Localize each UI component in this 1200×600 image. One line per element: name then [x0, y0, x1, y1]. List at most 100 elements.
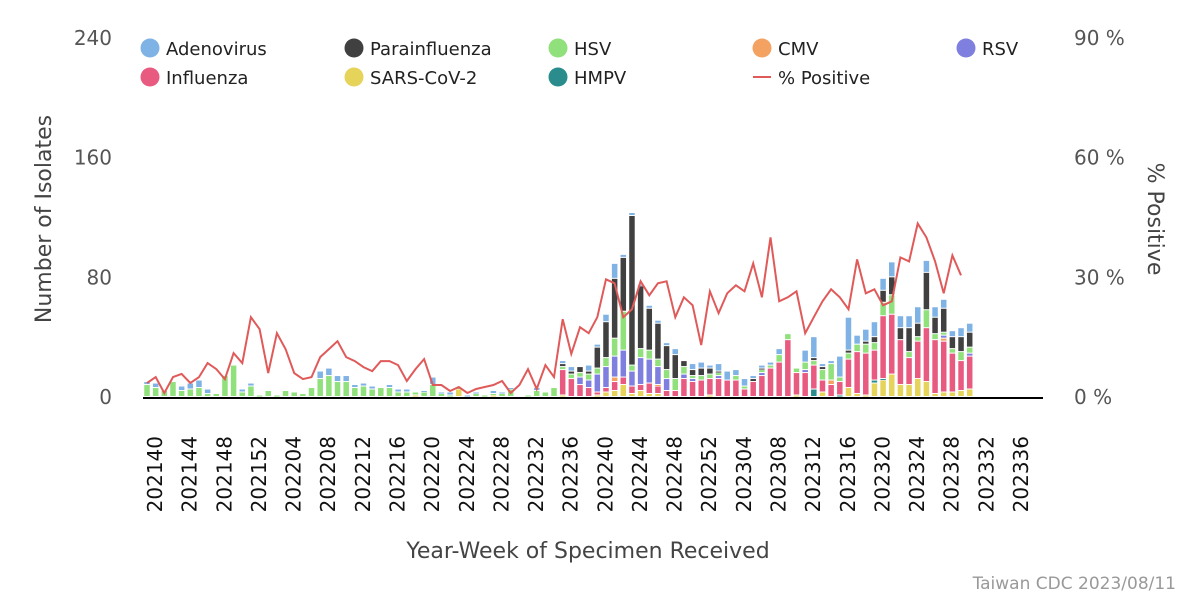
- bar-segment-adenovirus: [386, 385, 393, 388]
- bar-segment-parainfluenza: [750, 379, 756, 382]
- bar-segment-cmv: [611, 377, 618, 382]
- legend-marker-icon: [344, 67, 364, 87]
- bar-segment-influenza: [897, 340, 904, 385]
- bar-stack: [880, 278, 886, 396]
- bar-segment-adenovirus: [655, 320, 661, 323]
- bar-segment-adenovirus: [940, 299, 947, 308]
- bar-stack: [845, 317, 852, 396]
- x-tick-label: 202336: [1009, 436, 1033, 512]
- bar-stack: [715, 364, 722, 396]
- bar-segment-sars-cov-2: [637, 391, 644, 396]
- y-axis-right: 0 % 30 % 60 % 90 %: [1074, 26, 1125, 409]
- bar-segment-hsv: [655, 359, 661, 367]
- bar-segment-influenza: [845, 359, 852, 388]
- bar-stack: [282, 391, 289, 396]
- bar-segment-hsv: [966, 347, 973, 353]
- bar-segment-hsv: [256, 395, 263, 397]
- bar-segment-hsv: [611, 338, 618, 356]
- bar-stack: [343, 376, 349, 396]
- bar-segment-hsv: [828, 364, 834, 380]
- bar-segment-sars-cov-2: [880, 380, 886, 396]
- legend-item: Adenovirus: [140, 38, 267, 60]
- legend-label: CMV: [778, 39, 819, 60]
- bar-segment-influenza: [889, 314, 895, 374]
- bar-segment-adenovirus: [733, 370, 739, 376]
- bar-stack: [767, 362, 774, 396]
- bar-stack: [412, 392, 419, 397]
- bar-stack: [655, 320, 661, 396]
- bar-segment-cmv: [828, 380, 834, 385]
- bar-segment-adenovirus: [689, 364, 696, 370]
- bar-stack: [785, 334, 791, 396]
- bar-segment-adenovirus: [464, 395, 471, 397]
- x-tick-label: 202316: [836, 436, 860, 512]
- bar-segment-sars-cov-2: [871, 383, 878, 396]
- bar-stack: [404, 389, 410, 396]
- bar-stack: [525, 395, 531, 397]
- bar-stack: [464, 395, 471, 397]
- x-tick-label: 202324: [905, 436, 929, 512]
- legend-item: HMPV: [548, 67, 627, 89]
- bar-segment-adenovirus: [646, 305, 653, 308]
- bar-stack: [594, 344, 601, 397]
- bar-segment-influenza: [958, 361, 964, 391]
- bar-segment-parainfluenza: [655, 323, 661, 359]
- legend-marker-icon: [344, 38, 364, 58]
- bar-stack: [698, 362, 704, 396]
- bar-stack: [837, 356, 843, 397]
- bar-segment-hsv: [863, 344, 869, 353]
- bar-segment-adenovirus: [178, 386, 185, 391]
- bar-stack: [265, 391, 271, 396]
- bar-segment-hsv: [395, 392, 401, 396]
- bar-segment-influenza: [655, 386, 661, 394]
- bar-segment-hsv: [456, 388, 462, 390]
- bar-segment-hsv: [300, 394, 306, 396]
- bar-segment-parainfluenza: [845, 350, 852, 353]
- bar-stack: [542, 392, 549, 396]
- bar-stack: [819, 364, 826, 396]
- x-tick-label: 202220: [420, 436, 444, 512]
- bar-segment-adenovirus: [776, 349, 782, 355]
- bar-segment-adenovirus: [507, 388, 514, 390]
- bar-stack: [672, 349, 679, 396]
- bar-segment-parainfluenza: [689, 370, 696, 376]
- bar-segment-hsv: [499, 394, 505, 396]
- x-tick-label: 202252: [697, 436, 721, 512]
- bar-segment-sars-cov-2: [707, 395, 713, 397]
- legend-item: Influenza: [140, 67, 248, 89]
- bar-segment-adenovirus: [629, 213, 635, 216]
- bar-segment-influenza: [949, 353, 956, 392]
- bar-segment-adenovirus: [724, 371, 730, 380]
- bar-segment-adenovirus: [637, 284, 644, 286]
- bar-segment-influenza: [802, 373, 808, 396]
- bar-segment-adenovirus: [715, 364, 722, 371]
- bar-segment-hsv: [923, 310, 930, 328]
- bar-segment-hsv: [767, 365, 774, 368]
- bar-segment-influenza: [819, 380, 826, 392]
- y-axis-left: 0 80 160 240: [74, 26, 112, 409]
- bar-segment-rsv: [966, 353, 973, 356]
- y-tick-label: 160: [74, 146, 112, 170]
- y-tick-label: 0: [99, 385, 112, 409]
- bar-segment-adenovirus: [889, 262, 895, 277]
- bar-stack: [352, 385, 358, 396]
- bar-stack: [940, 299, 947, 396]
- bar-stack: [750, 376, 756, 396]
- legend-label: SARS-CoV-2: [370, 68, 477, 89]
- bar-segment-influenza: [698, 380, 704, 396]
- x-tick-label: 202236: [559, 436, 583, 512]
- bar-segment-influenza: [767, 368, 774, 396]
- bar-stack: [559, 361, 566, 397]
- bar-segment-rsv: [620, 350, 627, 377]
- bar-segment-hsv: [889, 295, 895, 314]
- bar-segment-sars-cov-2: [819, 392, 826, 396]
- bar-stack: [681, 361, 687, 396]
- bar-segment-influenza: [724, 380, 730, 396]
- x-tick-label: 202304: [732, 436, 756, 512]
- bar-segment-hsv: [412, 392, 419, 395]
- y2-tick-label: 0 %: [1074, 385, 1112, 409]
- bar-segment-parainfluenza: [889, 277, 895, 295]
- bar-stack: [196, 380, 202, 396]
- bar-segment-sars-cov-2: [594, 395, 601, 397]
- bar-segment-parainfluenza: [637, 286, 644, 349]
